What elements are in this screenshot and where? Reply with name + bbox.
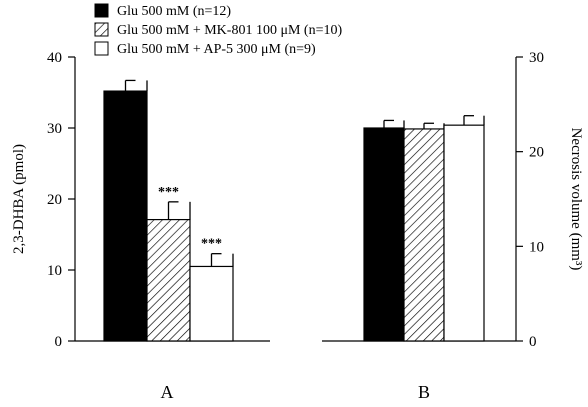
panel-b: 0 10 20 30 Necrosis volume (mm³) B <box>322 50 584 402</box>
panel-a-tick-label: 40 <box>47 50 62 66</box>
panel-b-bar <box>443 124 485 342</box>
legend-label-ap5: Glu 500 mM + AP-5 300 μM (n=9) <box>117 42 316 57</box>
panel-b-bars <box>363 115 485 342</box>
legend-swatch-mk801 <box>94 22 109 37</box>
panel-a-tick-label: 0 <box>55 334 63 350</box>
panel-b-y-label-text: Necrosis volume (mm³) <box>568 128 584 271</box>
panel-a-significance: *** <box>158 185 179 200</box>
panel-b-ticks: 0 10 20 30 <box>516 50 544 350</box>
legend-swatch-ap5 <box>94 41 109 56</box>
panel-a-bar <box>103 90 148 342</box>
panel-a-significance: *** <box>201 237 222 252</box>
panel-b-label: B <box>418 382 430 402</box>
legend-swatch-glu <box>94 3 109 18</box>
panel-a: 0 10 20 30 40 *** *** 2,3-DHBA (pmol) A <box>11 50 270 402</box>
legend-label-mk801: Glu 500 mM + MK-801 100 μM (n=10) <box>117 23 342 38</box>
legend: Glu 500 mM (n=12) Glu 500 mM + MK-801 10… <box>94 3 342 57</box>
panel-a-bars: *** *** <box>103 79 234 342</box>
panel-a-bar <box>189 265 234 342</box>
panel-a-tick-label: 20 <box>47 192 62 208</box>
panel-a-y-label: 2,3-DHBA (pmol) <box>11 144 27 254</box>
panel-b-tick-label: 0 <box>529 334 537 350</box>
panel-b-tick-label: 10 <box>529 239 544 255</box>
panel-b-tick-label: 20 <box>529 145 544 161</box>
panel-b-bar <box>363 127 405 342</box>
legend-label-glu: Glu 500 mM (n=12) <box>117 4 231 19</box>
panel-b-tick-label: 30 <box>529 50 544 66</box>
panel-a-bar <box>146 218 191 342</box>
panel-b-bar <box>403 128 445 342</box>
panel-a-tick-label: 10 <box>47 263 62 279</box>
panel-a-label: A <box>161 382 174 402</box>
panel-a-tick-label: 30 <box>47 121 62 137</box>
panel-b-y-label: Necrosis volume (mm³) <box>568 128 584 271</box>
panel-a-ticks: 0 10 20 30 40 <box>47 50 75 350</box>
